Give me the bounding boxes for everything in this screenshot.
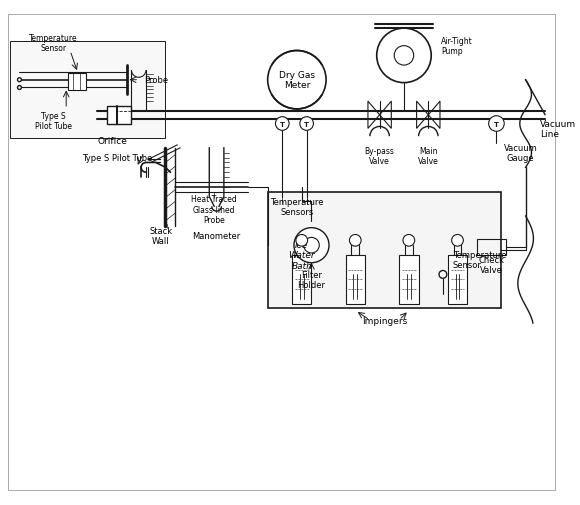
- Circle shape: [268, 52, 326, 110]
- Text: Vacuum
Gauge: Vacuum Gauge: [504, 144, 538, 163]
- Polygon shape: [490, 201, 501, 207]
- Bar: [107, 107, 132, 124]
- Bar: [346, 256, 365, 304]
- Polygon shape: [280, 201, 291, 207]
- Polygon shape: [314, 201, 326, 207]
- Circle shape: [439, 271, 447, 279]
- Text: Stack
Wall: Stack Wall: [149, 226, 172, 245]
- Circle shape: [394, 46, 414, 66]
- Bar: [268, 192, 501, 309]
- Circle shape: [17, 86, 21, 90]
- Circle shape: [296, 235, 307, 246]
- Bar: [292, 256, 311, 304]
- Text: Type S
Pilot Tube: Type S Pilot Tube: [35, 112, 72, 131]
- Polygon shape: [455, 201, 466, 207]
- Bar: [448, 256, 467, 304]
- Text: Filter
Holder: Filter Holder: [298, 270, 325, 289]
- Bar: [68, 74, 86, 91]
- Text: T: T: [280, 121, 285, 127]
- Text: Orifice: Orifice: [97, 136, 127, 145]
- Bar: [477, 240, 506, 256]
- Polygon shape: [380, 102, 392, 129]
- Polygon shape: [431, 201, 443, 207]
- Circle shape: [304, 238, 319, 254]
- Text: Temperature
Sensor: Temperature Sensor: [452, 250, 506, 270]
- Polygon shape: [478, 201, 490, 207]
- Text: Temperature
Sensors: Temperature Sensors: [270, 197, 324, 217]
- Polygon shape: [326, 201, 338, 207]
- Bar: [399, 256, 419, 304]
- Bar: [10, 42, 165, 139]
- Polygon shape: [492, 240, 506, 256]
- Text: Ice
Water
Bath: Ice Water Bath: [288, 240, 315, 270]
- Polygon shape: [350, 201, 361, 207]
- Polygon shape: [477, 240, 492, 256]
- Polygon shape: [396, 201, 408, 207]
- Circle shape: [452, 235, 463, 246]
- Polygon shape: [419, 201, 431, 207]
- Polygon shape: [428, 102, 440, 129]
- Polygon shape: [268, 201, 280, 207]
- Text: Vacuum
Line: Vacuum Line: [540, 120, 577, 139]
- Circle shape: [17, 79, 21, 82]
- Text: Type S Pilot Tube: Type S Pilot Tube: [82, 154, 152, 163]
- Circle shape: [376, 29, 431, 83]
- Polygon shape: [466, 201, 478, 207]
- Polygon shape: [385, 201, 396, 207]
- Polygon shape: [443, 201, 455, 207]
- Text: Main
Valve: Main Valve: [418, 146, 438, 166]
- Polygon shape: [14, 71, 21, 90]
- Text: Dry Gas
Meter: Dry Gas Meter: [279, 71, 315, 90]
- Text: T: T: [494, 121, 499, 127]
- Circle shape: [350, 235, 361, 246]
- Text: Probe: Probe: [144, 76, 168, 85]
- Polygon shape: [373, 201, 385, 207]
- Text: Impingers: Impingers: [362, 316, 407, 325]
- Circle shape: [488, 117, 504, 132]
- Text: Temperature
Sensor: Temperature Sensor: [29, 34, 78, 54]
- Text: Manometer: Manometer: [192, 231, 240, 240]
- Polygon shape: [303, 201, 314, 207]
- Text: Heat Traced
Glass-lined
Probe: Heat Traced Glass-lined Probe: [191, 195, 237, 225]
- Text: By-pass
Valve: By-pass Valve: [365, 146, 394, 166]
- Circle shape: [300, 118, 313, 131]
- Polygon shape: [416, 102, 428, 129]
- Circle shape: [276, 118, 289, 131]
- Text: Air-Tight
Pump: Air-Tight Pump: [441, 37, 473, 56]
- Polygon shape: [361, 201, 373, 207]
- Circle shape: [294, 228, 329, 263]
- Text: T: T: [304, 121, 309, 127]
- Polygon shape: [291, 201, 303, 207]
- Polygon shape: [368, 102, 380, 129]
- Polygon shape: [408, 201, 419, 207]
- Circle shape: [403, 235, 415, 246]
- Text: Check
Valve: Check Valve: [478, 256, 505, 275]
- Polygon shape: [338, 201, 350, 207]
